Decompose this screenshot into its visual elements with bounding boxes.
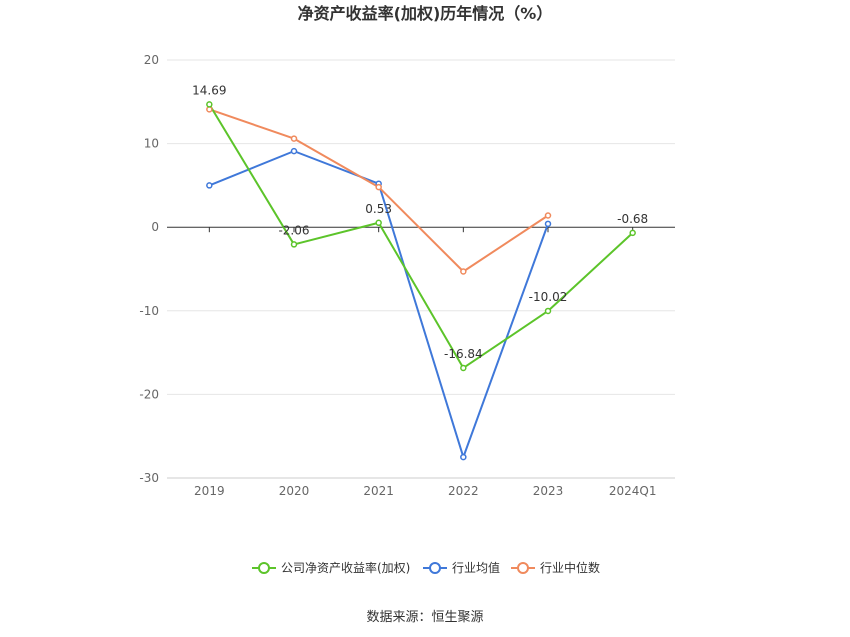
y-tick-label: 20 <box>144 53 159 67</box>
data-labels: 14.69 -2.06 0.53 -16.84 -10.02 -0.68 <box>192 83 648 361</box>
y-tick-label: -30 <box>139 471 159 485</box>
data-point-0 <box>544 307 552 315</box>
data-point-2 <box>460 268 467 275</box>
series-line-1 <box>208 150 549 459</box>
data-label: 0.53 <box>365 202 392 216</box>
data-label: -2.06 <box>278 223 309 237</box>
y-tick-label: 10 <box>144 137 159 151</box>
x-tick-label: 2020 <box>279 484 310 498</box>
x-tick-label: 2019 <box>194 484 225 498</box>
y-tick-label: 0 <box>151 220 159 234</box>
y-tick-label: -20 <box>139 387 159 401</box>
x-tick-label: 2021 <box>363 484 394 498</box>
data-point-1 <box>206 182 213 189</box>
data-point-1 <box>290 147 298 155</box>
x-tick-label: 2024Q1 <box>609 484 657 498</box>
y-tick-label: -10 <box>139 304 159 318</box>
series-points <box>206 101 636 461</box>
legend-label-1: 行业均值 <box>452 560 500 575</box>
data-point-2 <box>544 212 552 219</box>
grid <box>167 59 675 479</box>
legend-label-0: 公司净资产收益率(加权) <box>281 560 410 575</box>
series-line-0 <box>208 103 634 369</box>
data-point-1 <box>460 453 467 461</box>
source-note: 数据来源：恒生聚源 <box>366 610 483 625</box>
legend[interactable]: 公司净资产收益率(加权) 行业均值 行业中位数 <box>252 560 600 575</box>
data-point-0 <box>629 229 636 237</box>
legend-marker-2 <box>517 562 529 574</box>
x-tick-label: 2022 <box>448 484 479 498</box>
data-point-0 <box>460 364 467 372</box>
legend-marker-0 <box>258 562 270 574</box>
data-point-0 <box>375 219 382 227</box>
data-point-1 <box>544 220 552 228</box>
data-point-0 <box>206 101 213 108</box>
data-label: -16.84 <box>444 347 483 361</box>
data-point-2 <box>290 135 298 142</box>
chart-title: 净资产收益率(加权)历年情况（%） <box>298 4 553 23</box>
data-point-0 <box>290 241 298 248</box>
data-point-2 <box>375 183 382 191</box>
data-label: -10.02 <box>529 290 568 304</box>
series-lines <box>208 103 634 459</box>
legend-label-2: 行业中位数 <box>540 560 600 575</box>
axes: 20 10 0 -10 -20 -30 2019 2020 2021 2022 2023 2024Q1 <box>139 53 675 498</box>
data-label: -0.68 <box>617 212 648 226</box>
series-line-2 <box>209 108 549 273</box>
x-tick-label: 2023 <box>533 484 564 498</box>
data-label: 14.69 <box>192 83 226 97</box>
legend-marker-1 <box>429 562 441 574</box>
